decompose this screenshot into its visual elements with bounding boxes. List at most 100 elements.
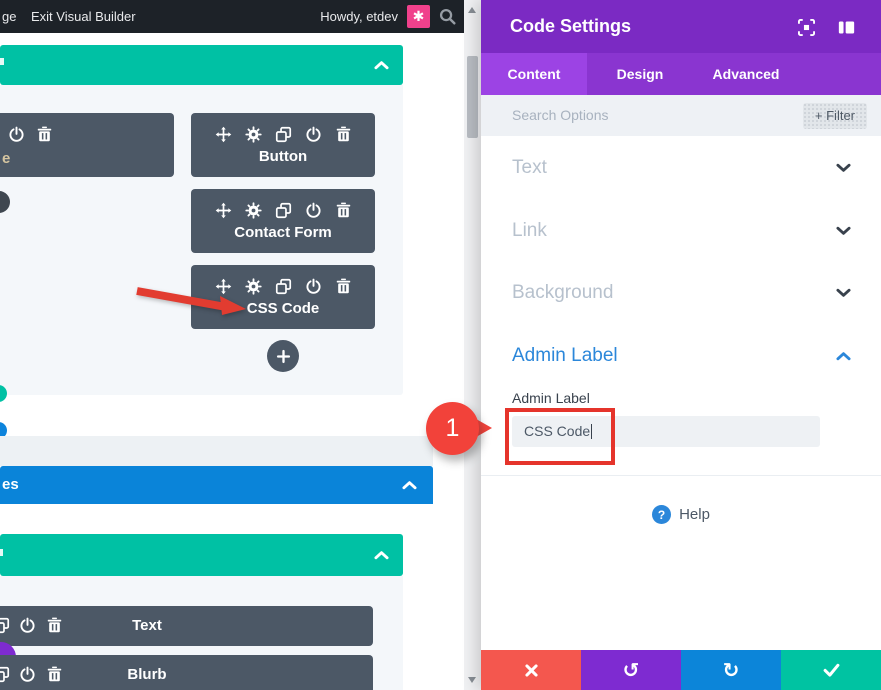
disable-icon[interactable] xyxy=(8,126,25,143)
module-label: CSS Code xyxy=(246,300,320,317)
chevron-down-icon xyxy=(836,226,851,236)
section-label: Text xyxy=(512,157,547,178)
section-body-bottom: Text Blurb xyxy=(0,576,403,690)
admin-label-value: CSS Code xyxy=(524,423,591,439)
section-header-teal-top[interactable] xyxy=(0,45,403,85)
exit-visual-builder-link[interactable]: Exit Visual Builder xyxy=(31,9,136,24)
delete-icon[interactable] xyxy=(46,666,63,683)
section-toggle-background[interactable]: Background xyxy=(481,262,881,325)
save-button[interactable] xyxy=(781,650,881,690)
section-action-circle-partial[interactable] xyxy=(0,385,7,402)
module-contact-form[interactable]: Contact Form xyxy=(191,189,375,253)
duplicate-icon[interactable] xyxy=(275,278,292,295)
row-header-blue[interactable]: es xyxy=(0,466,433,504)
delete-icon[interactable] xyxy=(335,126,352,143)
howdy-user-label[interactable]: Howdy, etdev xyxy=(320,9,398,24)
tab-advanced[interactable]: Advanced xyxy=(712,66,780,82)
section-toggle-link[interactable]: Link xyxy=(481,200,881,263)
annotation-arrow xyxy=(136,287,246,315)
delete-icon[interactable] xyxy=(36,126,53,143)
module-blurb[interactable]: Blurb xyxy=(0,655,373,690)
undo-icon: ↺ xyxy=(622,658,640,682)
filter-button[interactable]: + Filter xyxy=(802,103,867,129)
topbar-page-fragment[interactable]: ge xyxy=(2,9,17,24)
scroll-up-arrow[interactable] xyxy=(468,7,476,13)
module-label: Contact Form xyxy=(234,224,332,241)
avatar-glyph: ✱ xyxy=(412,8,425,24)
redo-button[interactable]: ↻ xyxy=(681,650,781,690)
modal-footer: ↺ ↻ xyxy=(481,650,881,690)
divider xyxy=(481,475,881,476)
plus-icon xyxy=(276,349,291,364)
section-label: Link xyxy=(512,220,547,241)
module-label: Button xyxy=(258,148,308,165)
check-icon xyxy=(823,663,840,677)
disable-icon[interactable] xyxy=(305,202,322,219)
search-options-input[interactable]: Search Options xyxy=(512,107,609,123)
module-toolbar xyxy=(191,113,375,143)
module-label: e xyxy=(2,150,11,167)
admin-label-field-label: Admin Label xyxy=(512,390,590,406)
tab-content[interactable]: Content xyxy=(481,53,587,95)
text-cursor xyxy=(591,424,593,439)
add-module-button[interactable] xyxy=(267,340,299,372)
row-action-circle-partial[interactable] xyxy=(0,422,7,439)
section-strip xyxy=(0,436,433,466)
collapse-row-icon[interactable] xyxy=(402,480,417,490)
delete-icon[interactable] xyxy=(46,617,63,634)
module-label: Blurb xyxy=(127,666,167,683)
section-header-teal-bottom[interactable] xyxy=(0,534,403,576)
duplicate-icon[interactable] xyxy=(275,202,292,219)
duplicate-icon[interactable] xyxy=(0,617,10,634)
delete-icon[interactable] xyxy=(335,202,352,219)
expand-modal-icon[interactable] xyxy=(798,19,815,36)
section-toggle-admin-label[interactable]: Admin Label xyxy=(481,324,881,388)
collapse-section-icon[interactable] xyxy=(374,550,389,560)
settings-icon[interactable] xyxy=(245,202,262,219)
vertical-scrollbar[interactable] xyxy=(464,0,481,690)
section-label: Admin Label xyxy=(512,345,618,366)
tab-design[interactable]: Design xyxy=(616,66,664,82)
modal-title: Code Settings xyxy=(510,16,632,36)
chevron-down-icon xyxy=(836,288,851,298)
module-button[interactable]: Button xyxy=(191,113,375,177)
undo-button[interactable]: ↺ xyxy=(581,650,681,690)
duplicate-icon[interactable] xyxy=(0,666,10,683)
module-cutoff-left[interactable]: e xyxy=(0,113,174,177)
modal-header[interactable]: Code Settings xyxy=(481,0,881,53)
scroll-down-arrow[interactable] xyxy=(468,677,476,683)
snap-panel-icon[interactable] xyxy=(838,19,855,36)
step-number: 1 xyxy=(445,414,460,442)
disable-icon[interactable] xyxy=(305,126,322,143)
settings-icon[interactable] xyxy=(245,126,262,143)
question-mark-icon: ? xyxy=(652,505,672,524)
collapse-section-icon[interactable] xyxy=(374,60,389,70)
module-label: Text xyxy=(132,617,162,634)
search-options-bar: Search Options + Filter xyxy=(481,95,881,136)
section-title-fragment xyxy=(0,58,4,65)
scrollbar-thumb[interactable] xyxy=(467,56,478,138)
disable-icon[interactable] xyxy=(305,278,322,295)
discard-button[interactable] xyxy=(481,650,581,690)
move-icon[interactable] xyxy=(215,202,232,219)
section-title-fragment xyxy=(0,549,3,556)
disable-icon[interactable] xyxy=(19,666,36,683)
module-text[interactable]: Text xyxy=(0,606,373,646)
annotation-step-marker: 1 xyxy=(426,402,479,455)
search-icon[interactable] xyxy=(439,8,456,25)
help-button[interactable]: ? Help xyxy=(481,505,881,524)
modal-tabs: Content Design Advanced xyxy=(481,53,881,95)
admin-label-input[interactable]: CSS Code xyxy=(512,416,820,447)
section-label: Background xyxy=(512,282,614,303)
section-toggle-text[interactable]: Text xyxy=(481,136,881,201)
chevron-down-icon xyxy=(836,163,851,173)
duplicate-icon[interactable] xyxy=(275,126,292,143)
move-icon[interactable] xyxy=(215,126,232,143)
help-label: Help xyxy=(679,506,710,523)
disable-icon[interactable] xyxy=(19,617,36,634)
admin-topbar: ge Exit Visual Builder Howdy, etdev ✱ xyxy=(0,0,464,33)
column-settings-circle-partial[interactable] xyxy=(0,191,10,213)
delete-icon[interactable] xyxy=(335,278,352,295)
avatar[interactable]: ✱ xyxy=(407,5,430,28)
